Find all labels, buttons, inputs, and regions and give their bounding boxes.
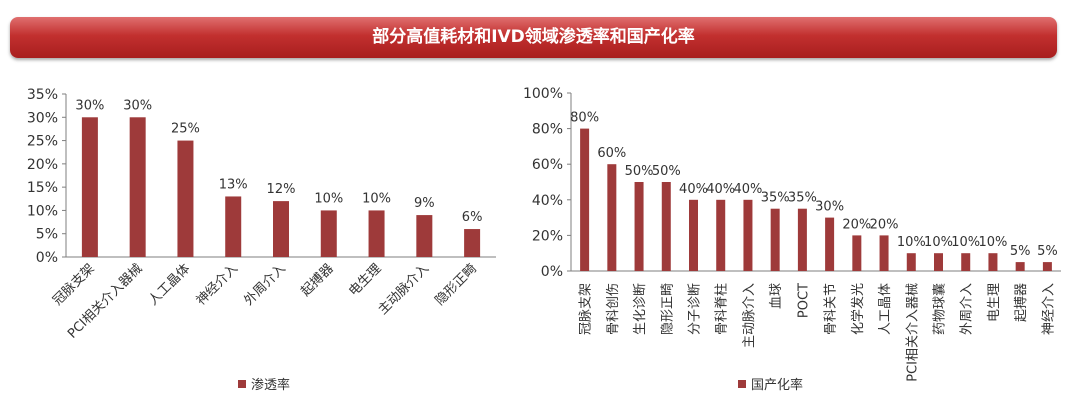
left-data-label: 25% — [171, 122, 200, 137]
right-category-label: 外周介入 — [960, 283, 975, 335]
right-bar — [634, 182, 644, 271]
right-data-label: 40% — [679, 182, 708, 197]
right-data-label: 10% — [978, 235, 1007, 250]
title-banner: 部分高值耗材和IVD领域渗透率和国产化率 — [10, 17, 1057, 58]
left-data-label: 12% — [267, 182, 296, 197]
right-bar — [743, 199, 753, 271]
left-y-tick-label: 30% — [27, 110, 58, 126]
right-bar — [607, 164, 617, 271]
right-data-label: 50% — [652, 164, 681, 179]
right-category-label: 骨科关节 — [824, 283, 839, 335]
right-y-tick-label: 0% — [541, 264, 563, 280]
right-category-label: 化学发光 — [850, 283, 866, 335]
right-legend-label: 国产化率 — [751, 377, 803, 393]
left-bar — [129, 117, 146, 258]
right-category-label: 生化诊断 — [633, 283, 648, 335]
right-bar — [906, 253, 916, 271]
right-bar — [988, 253, 998, 271]
left-bar — [368, 210, 385, 257]
right-category-label: 骨科脊柱 — [715, 283, 730, 335]
left-bar — [416, 215, 433, 257]
right-bar — [852, 235, 862, 271]
right-bar — [661, 182, 671, 271]
right-category-label: 隐形正畸 — [660, 283, 675, 335]
right-data-label: 10% — [897, 235, 926, 250]
left-bar — [177, 140, 194, 257]
right-category-label: 神经介入 — [1041, 283, 1056, 335]
left-legend-label: 渗透率 — [251, 377, 290, 393]
right-bar — [580, 128, 590, 271]
left-y-tick-label: 10% — [27, 203, 58, 219]
right-bar — [825, 217, 835, 271]
left-y-tick-label: 5% — [36, 227, 58, 243]
left-y-tick-label: 0% — [36, 250, 58, 266]
left-data-label: 30% — [123, 98, 152, 113]
right-data-label: 50% — [625, 164, 654, 179]
left-bar — [464, 229, 481, 257]
left-data-label: 6% — [462, 210, 483, 225]
left-bar — [81, 117, 98, 258]
right-category-label: 血球 — [769, 283, 784, 309]
right-category-label: 冠脉支架 — [579, 283, 594, 335]
right-category-label: 人工晶体 — [878, 283, 893, 335]
left-y-tick-label: 20% — [27, 157, 58, 173]
right-category-label: 主动脉介入 — [742, 283, 757, 348]
right-data-label: 20% — [842, 217, 871, 232]
left-y-tick-label: 35% — [27, 87, 58, 103]
right-data-label: 35% — [788, 191, 817, 206]
right-category-label: 药物球囊 — [932, 283, 948, 335]
right-legend-swatch — [738, 380, 746, 388]
right-y-tick-label: 80% — [532, 122, 563, 138]
right-data-label: 30% — [815, 200, 844, 215]
right-bar — [961, 253, 971, 271]
right-y-tick-label: 100% — [523, 86, 563, 102]
right-bar — [797, 208, 807, 271]
right-data-label: 20% — [870, 217, 899, 232]
right-bar — [770, 208, 780, 271]
left-y-tick-label: 25% — [27, 134, 58, 150]
right-y-tick-label: 40% — [532, 193, 563, 209]
right-y-tick-label: 20% — [532, 228, 563, 244]
right-bar — [934, 253, 943, 271]
right-category-label: 起搏器 — [1013, 283, 1029, 322]
right-data-label: 60% — [597, 146, 626, 161]
left-data-label: 13% — [219, 177, 248, 192]
right-data-label: 80% — [570, 111, 599, 126]
right-category-label: 分子诊断 — [688, 283, 703, 335]
right-data-label: 10% — [924, 235, 953, 250]
right-category-label: 电生理 — [987, 283, 1002, 322]
left-bar — [273, 201, 289, 257]
left-data-label: 10% — [314, 191, 343, 206]
right-data-label: 5% — [1010, 244, 1031, 259]
right-bar — [1042, 262, 1052, 271]
right-bar — [689, 199, 698, 271]
left-data-label: 30% — [75, 98, 104, 113]
left-bar — [320, 210, 337, 257]
right-data-label: 40% — [706, 182, 735, 197]
left-data-label: 10% — [362, 191, 391, 206]
right-category-label: 骨科创伤 — [606, 283, 621, 335]
right-bar — [716, 199, 726, 271]
left-data-label: 9% — [414, 196, 435, 211]
right-data-label: 10% — [951, 235, 980, 250]
right-data-label: 40% — [733, 182, 762, 197]
right-category-label: POCT — [796, 283, 811, 318]
right-bar — [879, 235, 889, 271]
left-y-tick-label: 15% — [27, 180, 58, 196]
right-y-tick-label: 60% — [532, 157, 563, 173]
left-legend-swatch — [238, 380, 246, 388]
right-data-label: 5% — [1037, 244, 1058, 259]
right-data-label: 35% — [761, 191, 790, 206]
right-bar — [1015, 262, 1025, 271]
banner-title: 部分高值耗材和IVD领域渗透率和国产化率 — [372, 27, 695, 47]
right-category-label: PCI相关介入器械 — [905, 283, 920, 382]
left-bar — [225, 196, 242, 257]
